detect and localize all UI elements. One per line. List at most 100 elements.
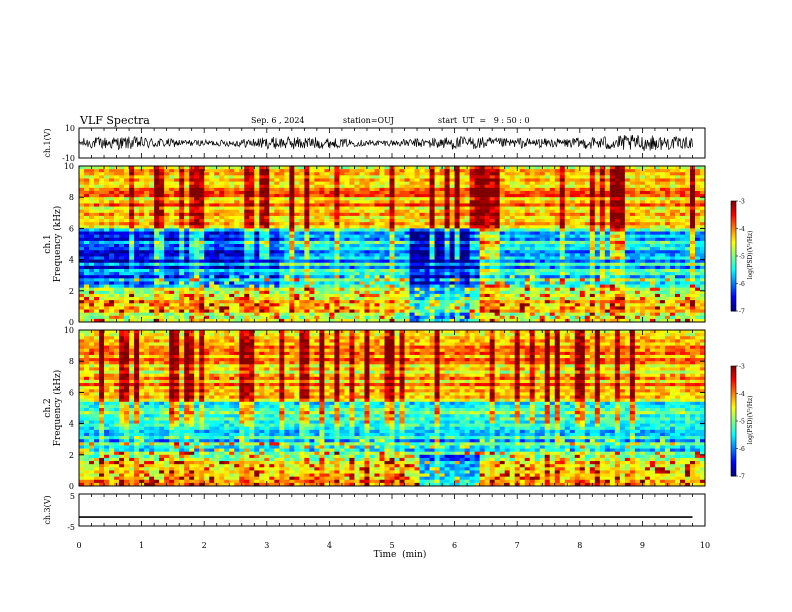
colorbar-segment	[731, 226, 736, 229]
colorbar-segment	[731, 202, 736, 206]
ytick-label: 10	[64, 326, 74, 335]
colorbar-segment	[731, 241, 736, 244]
xtick-label: 6	[452, 541, 457, 550]
ytick-label: 0	[69, 482, 74, 491]
colorbar-segment	[731, 437, 736, 440]
ytick-label: 0	[69, 318, 74, 327]
xtick-label: 4	[327, 541, 332, 550]
ytick-label: 8	[69, 193, 74, 202]
ch2-spectrogram-ylabel-frequency: Frequency (kHz)	[52, 370, 63, 447]
colorbar-segment	[731, 384, 736, 387]
colorbar-segment	[731, 208, 736, 211]
ytick-label: 6	[69, 388, 74, 397]
colorbar-segment	[731, 305, 736, 308]
colorbar-segment	[731, 455, 736, 459]
colorbar-segment	[731, 256, 736, 259]
colorbar-segment	[731, 441, 736, 444]
colorbar-segment	[731, 413, 736, 416]
colorbar-segment	[731, 287, 736, 290]
colorbar-segment	[731, 245, 736, 248]
colorbar-segment	[731, 296, 736, 299]
ch2-colorbar-label: log(PSD)(V²/Hz)	[747, 396, 754, 445]
colorbar-segment	[731, 406, 736, 409]
colorbar-segment	[731, 448, 736, 451]
colorbar-segment	[731, 237, 736, 240]
colorbar-segment	[731, 382, 736, 385]
colorbar-tick-label: -6	[739, 446, 745, 453]
colorbar-segment	[731, 386, 736, 389]
xtick-label: 3	[264, 541, 269, 550]
ch1-colorbar-label: log(PSD)(V²/Hz)	[747, 231, 754, 280]
xtick-label: 7	[515, 541, 520, 550]
colorbar-segment	[731, 254, 736, 257]
colorbar-segment	[731, 243, 736, 246]
ch2-colorbar: -3 -4 -5 -6 -7	[730, 364, 745, 481]
colorbar-segment	[731, 215, 736, 218]
xtick-label: 10	[700, 541, 710, 550]
colorbar-segment	[731, 428, 736, 431]
colorbar-segment	[731, 430, 736, 433]
ch1-spectrogram-image	[79, 166, 706, 323]
colorbar-segment	[731, 285, 736, 288]
colorbar-segment	[731, 366, 736, 369]
ytick-label: 2	[69, 287, 74, 296]
colorbar-segment	[731, 263, 736, 266]
colorbar-segment	[731, 252, 736, 255]
ch1-spectrogram-ylabel-frequency: Frequency (kHz)	[52, 206, 63, 283]
colorbar-segment	[731, 278, 736, 281]
ytick-label: 4	[69, 256, 74, 265]
colorbar-segment	[731, 259, 736, 262]
colorbar-segment	[731, 283, 736, 286]
colorbar-segment	[731, 201, 736, 204]
xtick-label: 8	[577, 541, 582, 550]
colorbar-segment	[731, 399, 736, 402]
colorbar-segment	[731, 421, 736, 424]
colorbar-segment	[731, 395, 736, 398]
colorbar-segment	[731, 261, 736, 264]
colorbar-tick-label: -3	[739, 199, 745, 206]
colorbar-tick-label: -7	[739, 309, 745, 316]
colorbar-segment	[731, 290, 736, 294]
colorbar-segment	[731, 257, 736, 261]
ytick-label: 2	[69, 451, 74, 460]
ch1-colorbar: -3 -4 -5 -6 -7	[730, 199, 745, 316]
colorbar-segment	[731, 301, 736, 305]
colorbar-segment	[731, 206, 736, 209]
colorbar-segment	[731, 300, 736, 303]
colorbar-segment	[731, 250, 736, 253]
colorbar-segment	[731, 470, 736, 473]
colorbar-segment	[731, 465, 736, 468]
colorbar-segment	[731, 232, 736, 235]
xtick-label: 2	[202, 541, 207, 550]
colorbar-segment	[731, 309, 736, 312]
colorbar-segment	[731, 474, 736, 477]
colorbar-segment	[731, 380, 736, 383]
xtick-label: 5	[389, 541, 394, 550]
ch1-waveform-panel: 10 -10 ch.1(V)	[43, 124, 706, 163]
ch1-waveform-trace	[78, 134, 693, 151]
ch3-waveform-panel: 5 -5 ch.3(V)	[43, 492, 706, 532]
colorbar-segment	[731, 279, 736, 283]
ch1-ytick-bottom: -10	[62, 154, 75, 163]
colorbar-segment	[731, 397, 736, 400]
ytick-label: 6	[69, 224, 74, 233]
colorbar-segment	[731, 415, 736, 418]
colorbar-segment	[731, 444, 736, 448]
ch2-spectrogram-ylabel-channel: ch.2	[43, 398, 53, 417]
colorbar-segment	[731, 373, 736, 376]
colorbar-segment	[731, 468, 736, 471]
colorbar-segment	[731, 461, 736, 464]
colorbar-segment	[731, 281, 736, 284]
colorbar-tick-label: -4	[739, 391, 745, 398]
time-axis: 0 1 2 3 4 5 6 7 8 9 10	[76, 128, 710, 550]
colorbar-segment	[731, 435, 736, 438]
colorbar-segment	[731, 459, 736, 462]
colorbar-segment	[731, 454, 736, 457]
colorbar-segment	[731, 265, 736, 268]
colorbar-segment	[731, 408, 736, 411]
ch3-ytick-bottom: -5	[67, 523, 75, 532]
colorbar-segment	[731, 422, 736, 426]
